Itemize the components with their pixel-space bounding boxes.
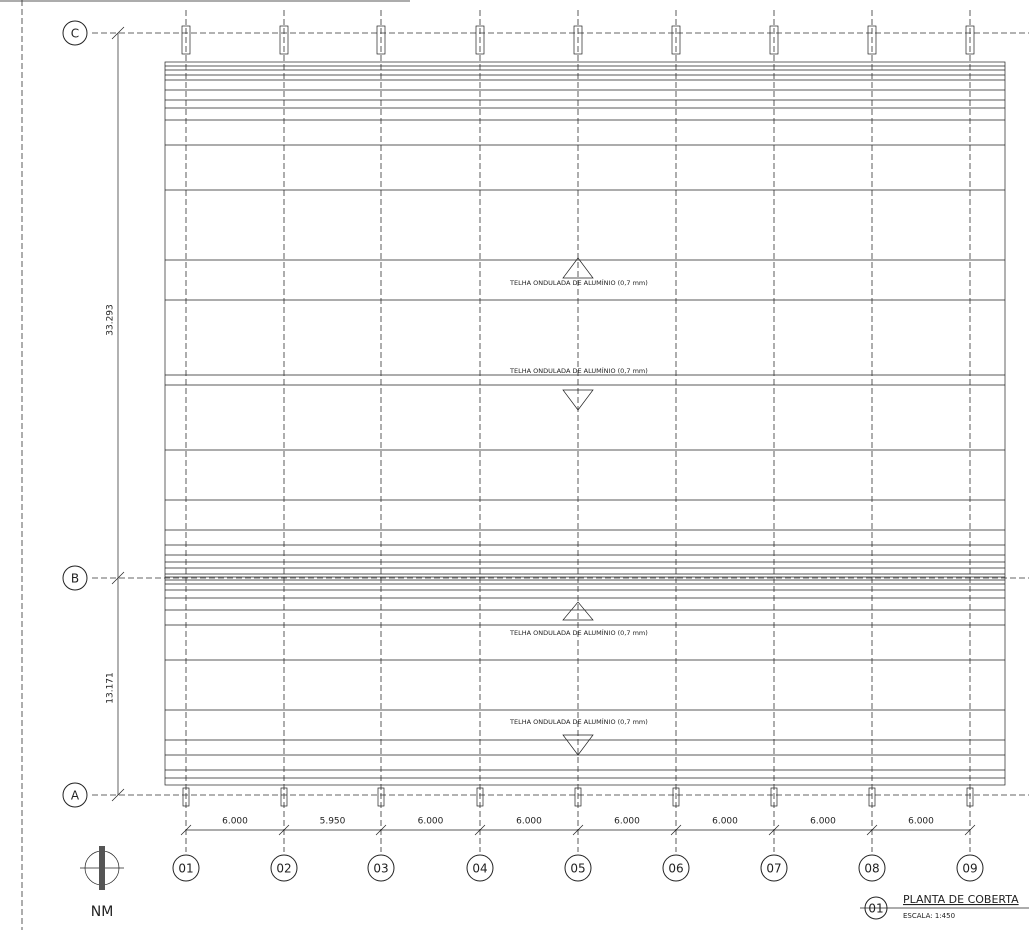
column-base — [672, 787, 680, 807]
slope-arrow — [562, 734, 594, 756]
grid-bubble — [62, 565, 88, 591]
column-base — [868, 787, 876, 807]
grid-bubble — [367, 854, 395, 882]
grid-bubble — [956, 854, 984, 882]
roof-label: TELHA ONDULADA DE ALUMÍNIO (0,7 mm) — [509, 717, 648, 726]
dimension-text: 5.950 — [320, 817, 346, 827]
dimension-tick — [866, 824, 878, 836]
dimension-text: 6.000 — [810, 817, 836, 827]
grid-bubble — [62, 782, 88, 808]
grid-bubble — [270, 854, 298, 882]
grid-column-label: 09 — [962, 862, 977, 876]
dimension-text: 33.293 — [106, 304, 116, 336]
column-top — [181, 25, 191, 55]
view-title: PLANTA DE COBERTA — [903, 893, 1019, 906]
column-top — [867, 25, 877, 55]
dimension-tick — [670, 824, 682, 836]
dimension-text: 6.000 — [516, 817, 542, 827]
grid-bubble — [62, 20, 88, 46]
grid-bubble — [858, 854, 886, 882]
dimension-tick — [111, 788, 125, 802]
roof-label: TELHA ONDULADA DE ALUMÍNIO (0,7 mm) — [509, 366, 648, 375]
slope-arrow — [562, 257, 594, 279]
grid-bubble — [172, 854, 200, 882]
dimension-tick — [278, 824, 290, 836]
grid-column-label: 03 — [373, 862, 388, 876]
column-base — [574, 787, 582, 807]
dimension-tick — [111, 571, 125, 585]
column-base — [377, 787, 385, 807]
column-top — [573, 25, 583, 55]
grid-bubble — [466, 854, 494, 882]
roof-label: TELHA ONDULADA DE ALUMÍNIO (0,7 mm) — [509, 278, 648, 287]
roof-label: TELHA ONDULADA DE ALUMÍNIO (0,7 mm) — [509, 628, 648, 637]
view-scale: ESCALA: 1:450 — [903, 912, 955, 920]
column-top — [671, 25, 681, 55]
grid-column-label: 04 — [472, 862, 487, 876]
dimension-tick — [572, 824, 584, 836]
dimension-tick — [375, 824, 387, 836]
column-top — [279, 25, 289, 55]
dimension-tick — [111, 26, 125, 40]
grid-column-label: 05 — [570, 862, 585, 876]
grid-bubble — [760, 854, 788, 882]
slope-arrow — [562, 389, 594, 411]
column-top — [769, 25, 779, 55]
column-base — [182, 787, 190, 807]
north-label: NM — [91, 904, 114, 920]
column-base — [476, 787, 484, 807]
grid-column-label: 08 — [864, 862, 879, 876]
dimension-text: 6.000 — [614, 817, 640, 827]
grid-row-label: A — [71, 789, 80, 803]
dimension-text: 13.171 — [106, 672, 116, 704]
grid-row-label: C — [71, 27, 79, 41]
dimension-tick — [768, 824, 780, 836]
slope-arrow — [562, 601, 594, 621]
dimension-text: 6.000 — [418, 817, 444, 827]
column-base — [966, 787, 974, 807]
dimension-tick — [964, 824, 976, 836]
dimension-tick — [474, 824, 486, 836]
grid-bubble — [662, 854, 690, 882]
dimension-tick — [180, 824, 192, 836]
north-symbol — [99, 846, 105, 890]
dimension-text: 6.000 — [222, 817, 248, 827]
dimension-text: 6.000 — [908, 817, 934, 827]
dimension-text: 6.000 — [712, 817, 738, 827]
grid-bubble — [564, 854, 592, 882]
grid-row-label: B — [71, 572, 79, 586]
grid-column-label: 06 — [668, 862, 683, 876]
column-top — [475, 25, 485, 55]
grid-column-label: 07 — [766, 862, 781, 876]
column-base — [770, 787, 778, 807]
column-base — [280, 787, 288, 807]
column-top — [376, 25, 386, 55]
column-top — [965, 25, 975, 55]
grid-column-label: 02 — [276, 862, 291, 876]
roof-outline — [164, 61, 1006, 786]
view-number: 01 — [868, 902, 883, 916]
grid-column-label: 01 — [178, 862, 193, 876]
